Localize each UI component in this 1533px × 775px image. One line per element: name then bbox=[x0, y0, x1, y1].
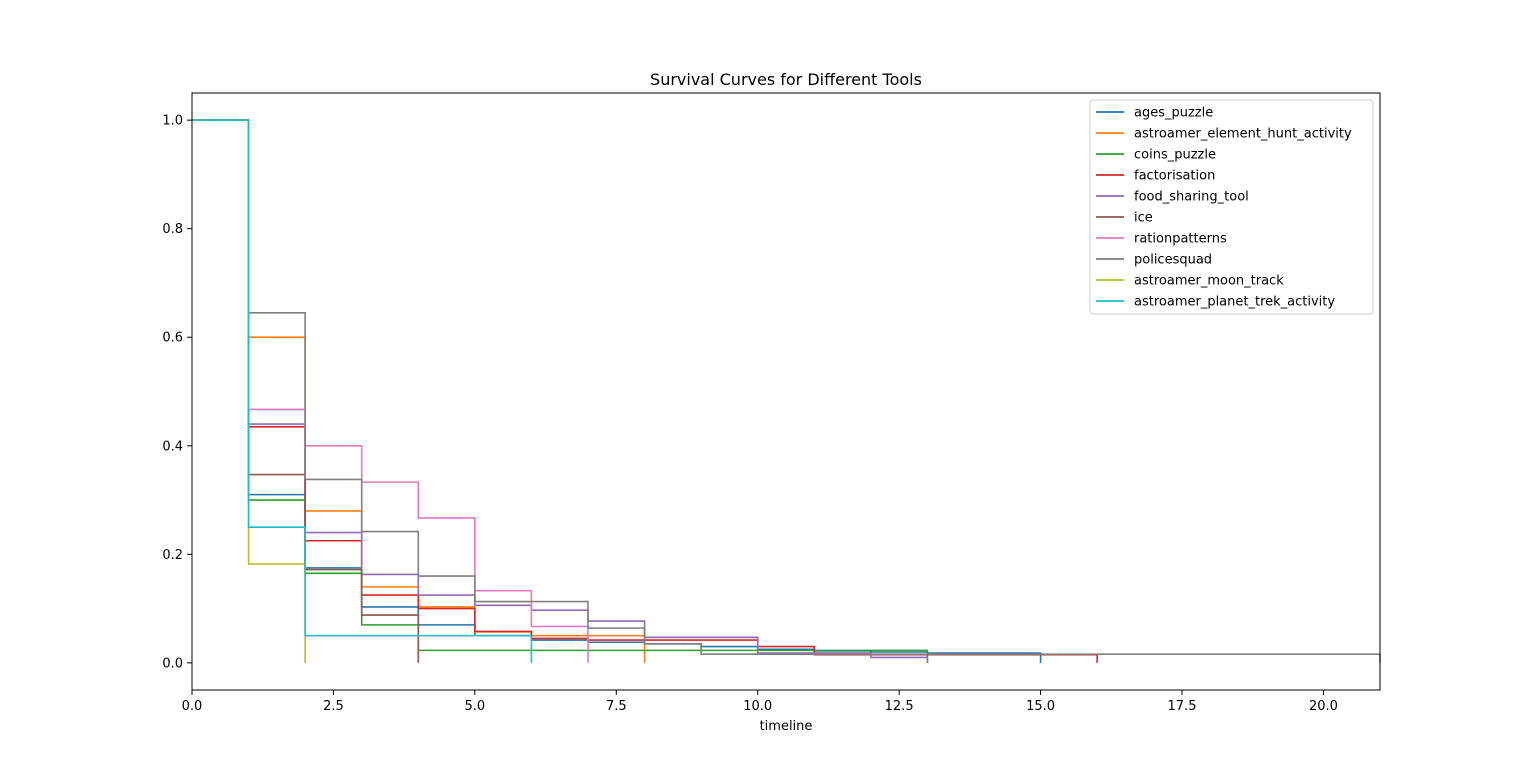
curves-group bbox=[192, 119, 1381, 663]
y-tick-label: 0.8 bbox=[162, 222, 183, 237]
legend-label: factorisation bbox=[1134, 169, 1215, 184]
legend-label: ages_puzzle bbox=[1134, 106, 1213, 121]
curve-coins_puzzle bbox=[192, 119, 929, 663]
legend-label: rationpatterns bbox=[1134, 232, 1227, 247]
x-tick-label: 17.5 bbox=[1168, 699, 1197, 714]
curve-rationpatterns bbox=[192, 119, 589, 663]
legend-label: astroamer_moon_track bbox=[1134, 274, 1284, 289]
x-tick-label: 15.0 bbox=[1026, 699, 1055, 714]
x-axis-ticks: 0.0 2.5 5.0 7.5 10.0 12.5 15.0 17.5 20.0 bbox=[182, 690, 1338, 714]
y-tick-label: 0.4 bbox=[162, 439, 183, 454]
legend: ages_puzzle astroamer_element_hunt_activi… bbox=[1089, 99, 1374, 315]
curve-food_sharing_tool bbox=[192, 119, 929, 663]
y-tick-label: 0.6 bbox=[162, 331, 183, 346]
legend-label: policesquad bbox=[1134, 253, 1212, 268]
legend-label: food_sharing_tool bbox=[1134, 190, 1249, 205]
curve-astroamer_planet_trek_activity bbox=[192, 119, 533, 663]
x-tick-label: 20.0 bbox=[1309, 699, 1338, 714]
chart-title: Survival Curves for Different Tools bbox=[650, 70, 922, 89]
x-tick-label: 2.5 bbox=[323, 699, 344, 714]
x-axis-label: timeline bbox=[760, 719, 813, 734]
curve-factorisation bbox=[192, 119, 1098, 663]
x-tick-label: 7.5 bbox=[606, 699, 627, 714]
y-tick-label: 1.0 bbox=[162, 114, 183, 129]
x-tick-label: 12.5 bbox=[885, 699, 914, 714]
y-tick-label: 0.2 bbox=[162, 548, 183, 563]
legend-label: astroamer_planet_trek_activity bbox=[1134, 295, 1335, 310]
legend-box bbox=[1089, 99, 1374, 315]
y-axis-ticks: 0.0 0.2 0.4 0.6 0.8 1.0 bbox=[162, 114, 192, 671]
legend-label: astroamer_element_hunt_activity bbox=[1134, 127, 1352, 142]
x-tick-label: 5.0 bbox=[465, 699, 486, 714]
legend-label: coins_puzzle bbox=[1134, 148, 1216, 163]
curve-ages_puzzle bbox=[192, 119, 1042, 663]
curve-policesquad bbox=[192, 119, 1381, 663]
plot-frame bbox=[191, 92, 1381, 691]
legend-label: ice bbox=[1134, 211, 1153, 226]
y-tick-label: 0.0 bbox=[162, 656, 183, 671]
x-tick-label: 10.0 bbox=[743, 699, 772, 714]
x-tick-label: 0.0 bbox=[182, 699, 203, 714]
